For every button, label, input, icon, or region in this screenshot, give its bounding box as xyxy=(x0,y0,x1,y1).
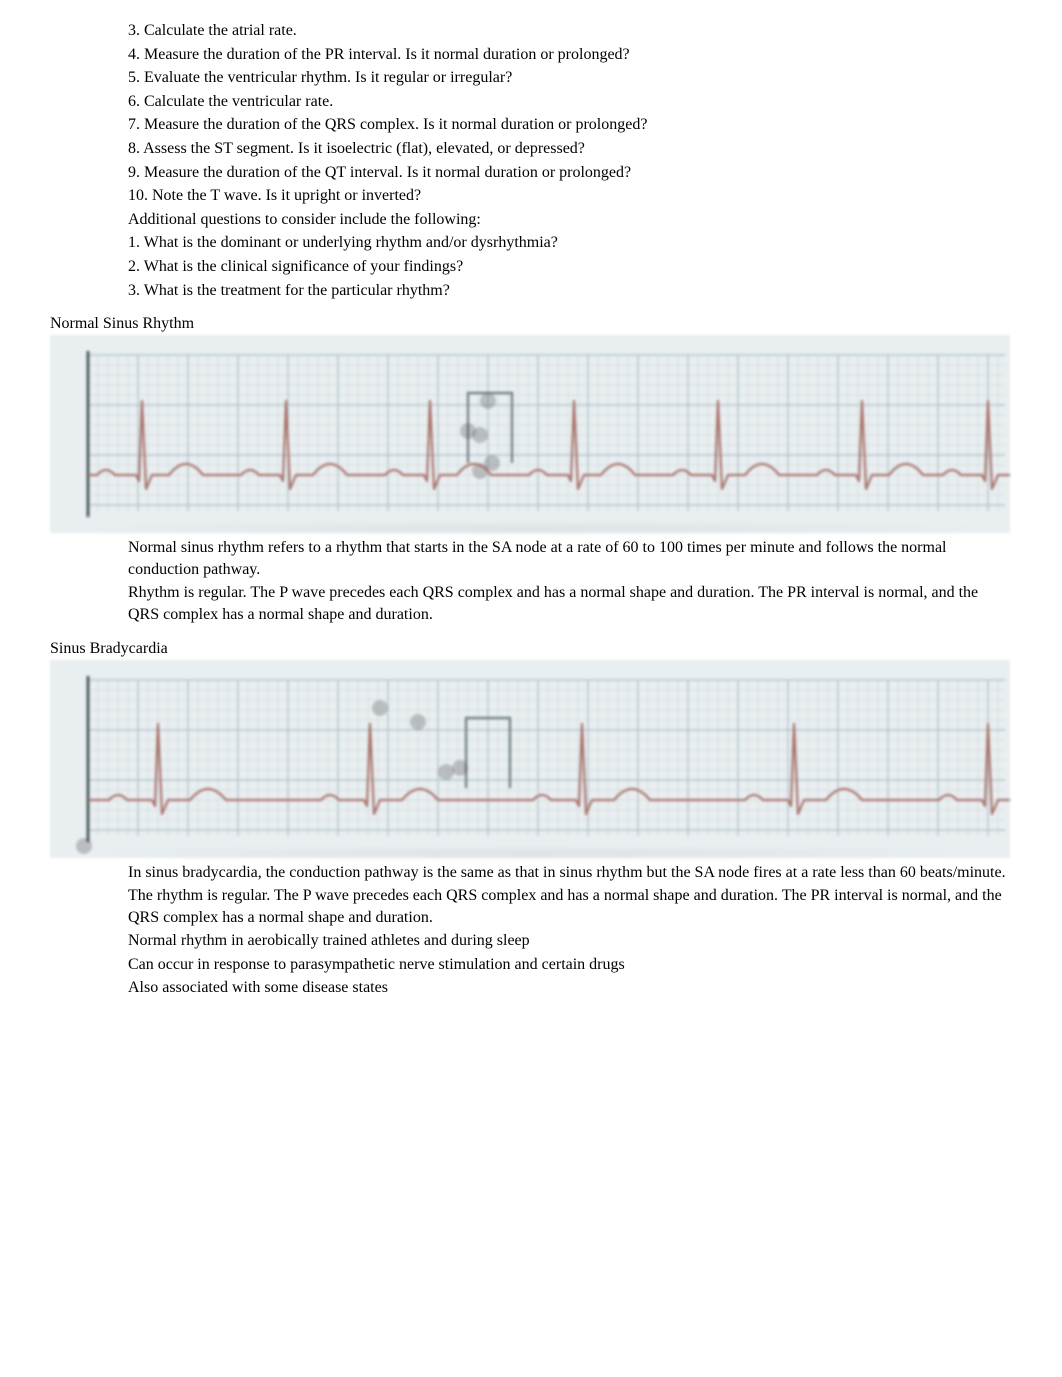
ecg-strip xyxy=(50,660,1010,858)
step-item: 6. Calculate the ventricular rate. xyxy=(96,91,1012,113)
step-item: 3. What is the treatment for the particu… xyxy=(96,280,1012,302)
note-item: Normal rhythm in aerobically trained ath… xyxy=(96,930,1012,952)
note-item: In sinus bradycardia, the conduction pat… xyxy=(96,862,1012,884)
step-item: 4. Measure the duration of the PR interv… xyxy=(96,44,1012,66)
note-item: Rhythm is regular. The P wave precedes e… xyxy=(96,582,1012,625)
step-item: 10. Note the T wave. Is it upright or in… xyxy=(96,185,1012,207)
step-item: 8. Assess the ST segment. Is it isoelect… xyxy=(96,138,1012,160)
step-item: 3. Calculate the atrial rate. xyxy=(96,20,1012,42)
note-item: Normal sinus rhythm refers to a rhythm t… xyxy=(96,537,1012,580)
note-item: Can occur in response to parasympathetic… xyxy=(96,954,1012,976)
section-notes-list: In sinus bradycardia, the conduction pat… xyxy=(50,862,1012,1000)
step-item: Additional questions to consider include… xyxy=(96,209,1012,231)
step-item: 9. Measure the duration of the QT interv… xyxy=(96,162,1012,184)
step-item: 1. What is the dominant or underlying rh… xyxy=(96,232,1012,254)
note-item: Also associated with some disease states xyxy=(96,977,1012,999)
ecg-strip xyxy=(50,335,1010,533)
step-item: 2. What is the clinical significance of … xyxy=(96,256,1012,278)
step-item: 7. Measure the duration of the QRS compl… xyxy=(96,114,1012,136)
section-notes-list: Normal sinus rhythm refers to a rhythm t… xyxy=(50,537,1012,625)
top-steps-list: 3. Calculate the atrial rate.4. Measure … xyxy=(50,20,1012,301)
section-title: Normal Sinus Rhythm xyxy=(50,315,1012,333)
section-title: Sinus Bradycardia xyxy=(50,640,1012,658)
step-item: 5. Evaluate the ventricular rhythm. Is i… xyxy=(96,67,1012,89)
note-item: The rhythm is regular. The P wave preced… xyxy=(96,885,1012,928)
